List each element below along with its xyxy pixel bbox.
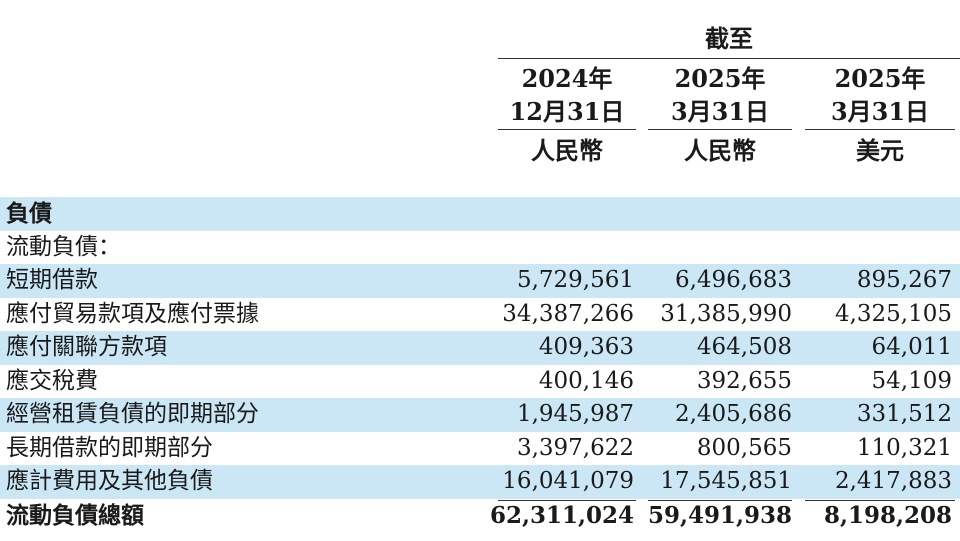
row-value: 464,508 [696,334,792,360]
total-row: 流動負債總額 62,311,024 59,491,938 8,198,208 [0,499,960,533]
column-header-2025-03-31-rmb: 2025年 3月31日 [648,62,792,128]
row-value: 34,387,266 [502,300,634,327]
table-row: 應付貿易款項及應付票據 34,387,266 31,385,990 4,325,… [0,298,960,332]
row-value: 400,146 [538,367,634,394]
total-label: 流動負債總額 [6,501,144,529]
row-value: 110,321 [856,434,952,461]
currency-label: 人民幣 [684,136,756,165]
section-row: 負債 [0,197,960,231]
liabilities-table: 負債 流動負債： 短期借款 5,729,561 6,496,683 895,26… [0,197,960,532]
row-value: 17,545,851 [660,468,792,494]
total-value: 62,311,024 [490,501,635,529]
total-value: 59,491,938 [647,501,792,529]
row-value: 64,011 [871,334,952,360]
table-row: 應付關聯方款項 409,363 464,508 64,011 [0,331,960,365]
row-value: 4,325,105 [834,300,952,327]
column-year: 2025年 [834,64,926,93]
row-value: 800,565 [696,434,792,461]
column-header-rule [648,129,792,130]
row-value: 2,405,686 [674,401,792,427]
section-title: 負債 [6,200,52,227]
column-date: 3月31日 [830,97,930,126]
column-date: 12月31日 [509,97,625,126]
row-value: 2,417,883 [834,468,952,494]
table-row: 短期借款 5,729,561 6,496,683 895,267 [0,264,960,298]
table-row: 應交稅費 400,146 392,655 54,109 [0,365,960,399]
row-label: 應計費用及其他負債 [6,468,213,494]
subtotal-rule [648,500,792,501]
table-row: 應計費用及其他負債 16,041,079 17,545,851 2,417,88… [0,465,960,499]
as-at-heading: 截至 [705,24,753,53]
row-value: 409,363 [538,334,634,360]
row-value: 5,729,561 [516,267,634,293]
currency-label: 人民幣 [531,136,603,165]
row-label: 應付貿易款項及應付票據 [6,300,259,327]
row-label: 經營租賃負債的即期部分 [6,401,259,427]
subtotal-rule [805,500,955,501]
column-year: 2025年 [674,64,766,93]
row-value: 392,655 [696,367,792,394]
column-header-rule [805,129,955,130]
total-value: 8,198,208 [823,501,952,529]
subsection-title: 流動負債： [6,233,121,260]
row-label: 長期借款的即期部分 [6,434,213,461]
row-value: 16,041,079 [502,468,634,494]
row-label: 應付關聯方款項 [6,334,167,360]
row-value: 331,512 [856,401,952,427]
as-at-rule [498,58,960,59]
row-value: 1,945,987 [516,401,634,427]
column-date: 3月31日 [670,97,770,126]
column-year: 2024年 [521,64,613,93]
row-value: 895,267 [856,267,952,293]
column-header-2024-12-31: 2024年 12月31日 [498,62,636,128]
table-row: 經營租賃負債的即期部分 1,945,987 2,405,686 331,512 [0,398,960,432]
row-value: 31,385,990 [660,300,792,327]
currency-label: 美元 [856,136,904,165]
subsection-row: 流動負債： [0,231,960,265]
row-value: 3,397,622 [516,434,634,461]
column-header-2025-03-31-usd: 2025年 3月31日 [805,62,955,128]
row-value: 54,109 [871,367,952,394]
table-row: 長期借款的即期部分 3,397,622 800,565 110,321 [0,432,960,466]
row-value: 6,496,683 [674,267,792,293]
subtotal-rule [498,500,636,501]
column-header-rule [498,129,636,130]
row-label: 應交稅費 [6,367,98,394]
row-label: 短期借款 [6,267,98,293]
